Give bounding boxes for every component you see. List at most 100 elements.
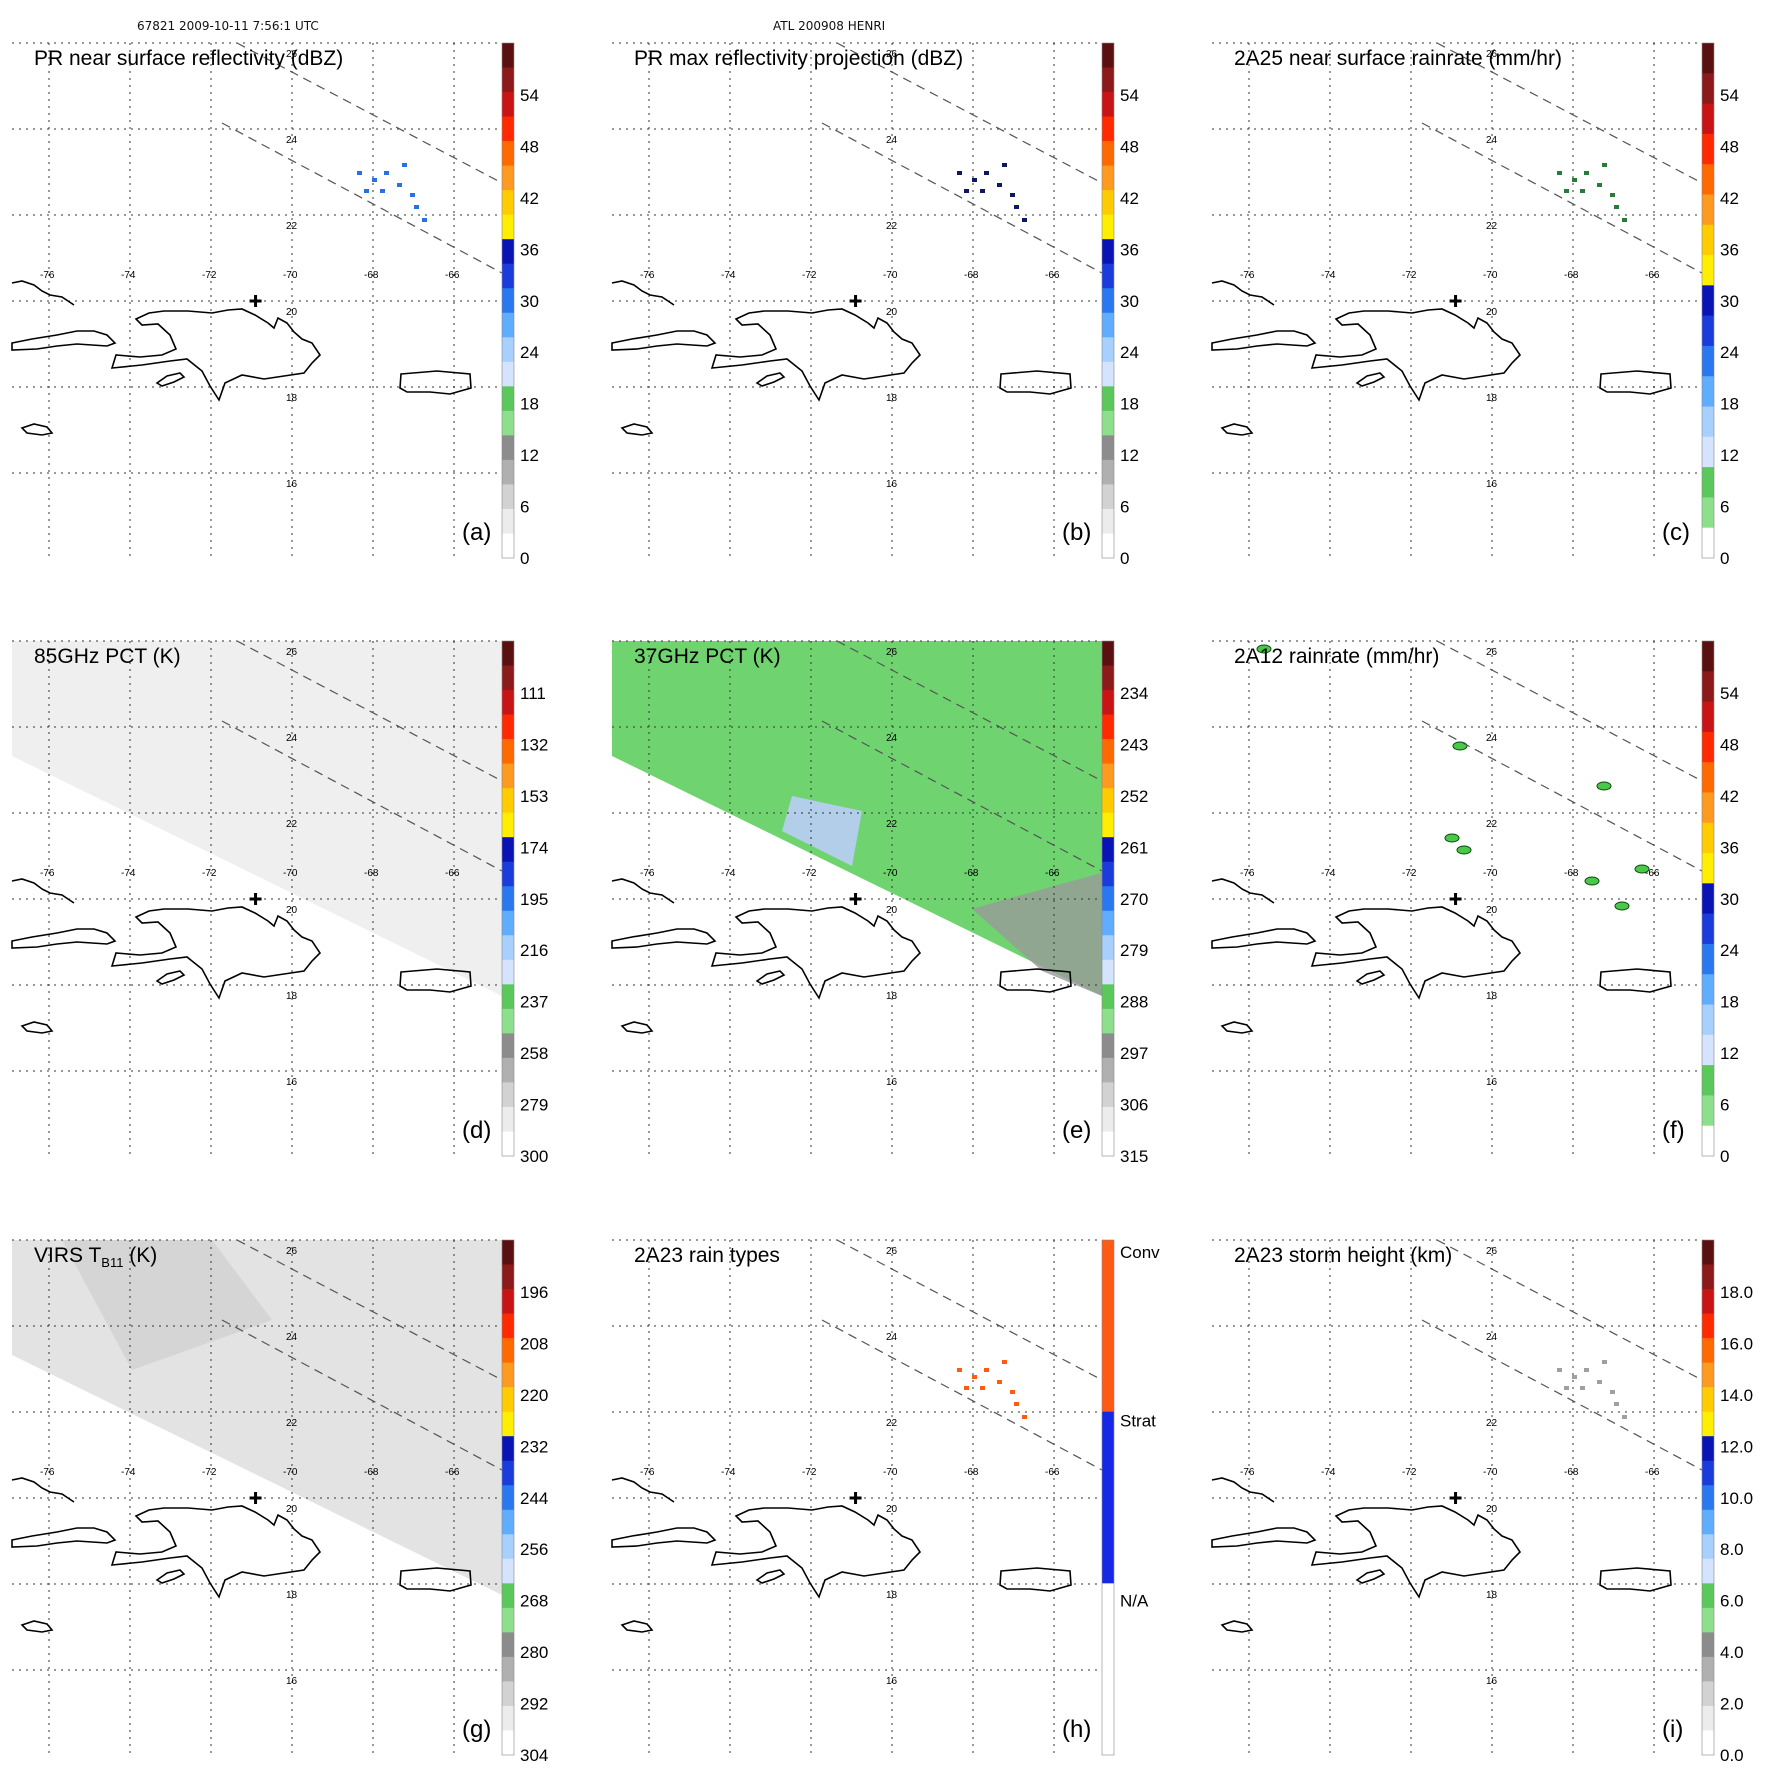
precip-pixel [1610, 1390, 1615, 1394]
coastline [755, 372, 786, 387]
swath-edge-lower [221, 1319, 503, 1471]
precip-pixel [972, 1375, 977, 1379]
colorbar-tick-label: N/A [1120, 1592, 1149, 1611]
colorbar-tick-label: 232 [520, 1437, 548, 1456]
colorbar-swatch [1702, 1632, 1714, 1658]
colorbar-tick-label: 54 [520, 86, 539, 105]
colorbar-swatch [1702, 315, 1714, 347]
colorbar-swatch [502, 984, 514, 1010]
colorbar: 54 48 42 36 30 24 18 12 6 0 [1101, 42, 1139, 568]
rain-cell [1634, 864, 1650, 874]
colorbar-swatch [502, 1485, 514, 1511]
panel-i: -76 -74 -72 -70 -68 -66 26 24 22 20 18 16 2A23 storm… [1211, 1239, 1753, 1765]
lat-tick-label: 22 [1486, 221, 1498, 232]
coastline [611, 1527, 717, 1548]
precip-pixel [1002, 1360, 1007, 1364]
colorbar-swatch [502, 1131, 514, 1157]
coastline [1310, 906, 1522, 1000]
colorbar-tick-label: 12 [1120, 446, 1139, 465]
lon-tick-label: -70 [883, 1467, 898, 1478]
coastline [1211, 280, 1275, 306]
colorbar-tick-label: 18.0 [1720, 1283, 1753, 1302]
precip-pixel [1572, 178, 1577, 182]
colorbar: 196 208 220 232 244 256 268 280 292 304 [501, 1239, 548, 1765]
colorbar-swatch [1702, 1730, 1714, 1756]
colorbar-swatch [1702, 1558, 1714, 1584]
precip-pixel [1010, 193, 1015, 197]
colorbar-swatch [502, 1411, 514, 1437]
colorbar-tick-label: 42 [520, 189, 539, 208]
colorbar-swatch [1702, 1460, 1714, 1486]
panel-title: PR near surface reflectivity (dBZ) [34, 47, 343, 70]
precip-pixel [1557, 1368, 1562, 1372]
precip-pixel [397, 183, 402, 187]
colorbar-swatch [1102, 1008, 1114, 1034]
colorbar-tick-label: 268 [520, 1592, 548, 1611]
colorbar-swatch [1702, 1095, 1714, 1127]
colorbar-swatch [502, 1583, 514, 1609]
colorbar-swatch [1702, 974, 1714, 1006]
swath-edge-upper [836, 640, 1103, 782]
colorbar-swatch [1702, 853, 1714, 884]
precip-pixel [1022, 1415, 1027, 1419]
colorbar-tick-label: 297 [1120, 1044, 1148, 1063]
colorbar-tick-label: 243 [1120, 735, 1148, 754]
colorbar-swatch [502, 263, 514, 289]
colorbar-swatch [1702, 762, 1714, 793]
precip-pixel [997, 183, 1002, 187]
lat-tick-label: 24 [886, 733, 898, 744]
colorbar-tick-label: 16.0 [1720, 1334, 1753, 1353]
colorbar-tick-label: 30 [520, 292, 539, 311]
colorbar-tick-label: 12.0 [1720, 1437, 1753, 1456]
colorbar-swatch [502, 533, 514, 559]
lat-tick-label: 24 [1486, 135, 1498, 146]
precip-pixel [957, 1368, 962, 1372]
colorbar-swatch [1702, 943, 1714, 975]
lon-tick-label: -76 [640, 270, 655, 281]
coastline [1599, 370, 1672, 395]
colorbar-swatch [1702, 1607, 1714, 1633]
lat-tick-label: 18 [286, 1590, 298, 1601]
coastline [11, 878, 75, 904]
colorbar-swatch [502, 886, 514, 912]
coastline [1211, 878, 1275, 904]
precip-pixel [422, 218, 427, 222]
precip-pixel [402, 163, 407, 167]
colorbar-swatch [1702, 224, 1714, 256]
colorbar-swatch [1102, 1583, 1114, 1756]
colorbar-swatch [502, 837, 514, 863]
storm-center-marker [249, 295, 262, 307]
lat-tick-label: 22 [886, 1418, 898, 1429]
panel-letter: (d) [462, 1117, 491, 1144]
lat-tick-label: 18 [1486, 991, 1498, 1002]
precip-pixel [357, 171, 362, 175]
lon-tick-label: -74 [121, 868, 136, 879]
colorbar-swatch [1702, 527, 1714, 559]
coastline [11, 928, 117, 949]
colorbar-swatch [1702, 641, 1714, 672]
panel-letter: (g) [462, 1716, 491, 1743]
colorbar-swatch [502, 1008, 514, 1034]
colorbar-tick-label: 54 [1720, 684, 1739, 703]
coastline [710, 308, 922, 402]
swath-edge-lower [1421, 720, 1703, 872]
colorbar-swatch [502, 239, 514, 265]
colorbar-tick-label: 54 [1720, 86, 1739, 105]
colorbar-swatch [502, 312, 514, 338]
colorbar-swatch [502, 714, 514, 740]
colorbar-swatch [1702, 1436, 1714, 1462]
lat-tick-label: 24 [286, 733, 298, 744]
coastline [611, 878, 675, 904]
colorbar-swatch [1102, 1057, 1114, 1083]
rain-cell [1614, 901, 1630, 911]
coastline [1211, 1527, 1317, 1548]
lon-tick-label: -76 [1240, 868, 1255, 879]
colorbar-swatch [502, 1313, 514, 1339]
coastline [155, 970, 186, 985]
lon-tick-label: -68 [1564, 868, 1579, 879]
storm-center-marker [1449, 1492, 1462, 1504]
colorbar-swatch [1102, 641, 1114, 667]
lon-tick-label: -72 [802, 868, 817, 879]
coastline [1211, 928, 1317, 949]
colorbar-tick-label: 0.0 [1720, 1746, 1744, 1765]
